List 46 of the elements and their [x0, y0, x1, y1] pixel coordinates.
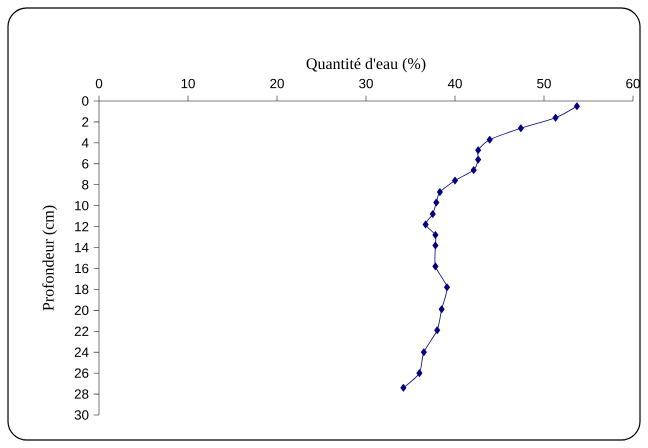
y-tick-label: 4 — [82, 138, 89, 148]
y-tick-label: 10 — [75, 200, 88, 210]
point — [438, 305, 445, 314]
point — [574, 102, 580, 110]
point — [430, 210, 436, 218]
y-tick-label: 30 — [74, 410, 88, 420]
y-tick-label: 26 — [74, 368, 88, 378]
point — [475, 156, 482, 164]
x-tick-label: 30 — [359, 78, 373, 88]
x-tick-label: 20 — [270, 78, 284, 88]
point — [475, 146, 482, 154]
point — [400, 384, 406, 392]
y-tick-label: 6 — [82, 159, 88, 169]
point — [486, 136, 493, 144]
point — [432, 242, 438, 250]
point — [552, 114, 559, 122]
y-tick-label: 14 — [75, 242, 89, 252]
point — [420, 348, 427, 356]
y-tick-label: 20 — [74, 306, 88, 316]
x-axis-title: Quantité d'eau (%) — [306, 58, 426, 72]
y-tick-label: 28 — [74, 389, 88, 399]
y-tick-label: 8 — [82, 180, 88, 190]
point — [444, 283, 450, 292]
point — [416, 369, 422, 377]
y-tick-label: 18 — [75, 284, 88, 294]
point — [470, 166, 477, 174]
y-tick-label: 12 — [75, 222, 88, 232]
point — [452, 176, 458, 184]
point — [433, 198, 440, 206]
point — [432, 231, 438, 239]
point — [436, 188, 443, 196]
y-axis-title: Profondeur (cm) — [42, 206, 57, 311]
x-tick-label: 40 — [448, 78, 462, 88]
y-tick-label: 16 — [75, 264, 88, 274]
point — [422, 220, 429, 228]
y-tick-label: 0 — [82, 96, 88, 106]
point — [432, 262, 438, 270]
point — [434, 326, 440, 334]
y-tick-label: 2 — [82, 117, 88, 127]
y-tick-label: 24 — [74, 348, 89, 357]
x-tick-label: 50 — [537, 78, 551, 88]
y-tick-label: 22 — [74, 326, 88, 336]
x-tick-label: 10 — [182, 78, 195, 88]
point — [518, 124, 524, 132]
x-tick-label: 0 — [96, 78, 102, 88]
x-tick-label: 60 — [626, 78, 640, 88]
